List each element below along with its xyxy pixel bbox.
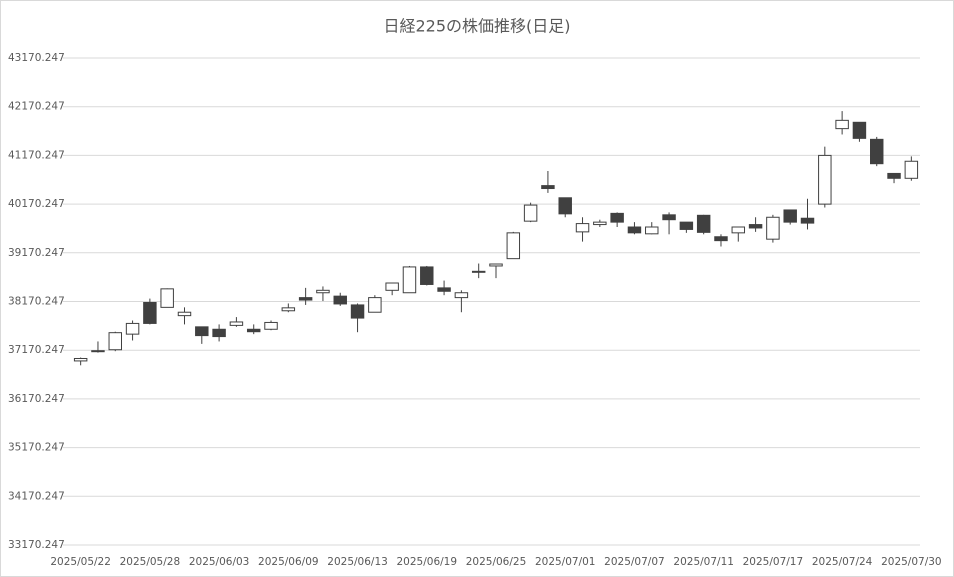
candle-body <box>264 321 278 330</box>
candle-body <box>679 221 694 230</box>
x-tick-label: 2025/07/07 <box>604 556 665 568</box>
x-tick-label: 2025/05/22 <box>50 556 111 568</box>
candle-body <box>800 217 815 224</box>
chart-title: 日経225の株価推移(日足) <box>383 17 570 36</box>
candle-body <box>870 138 884 165</box>
x-tick-label: 2025/07/24 <box>812 556 873 568</box>
candle-body <box>558 197 572 215</box>
candle-body <box>489 263 503 267</box>
y-tick-label: 37170.247 <box>8 344 65 356</box>
y-tick-label: 33170.247 <box>8 539 65 551</box>
candle-body <box>575 223 590 233</box>
candle-body <box>73 357 88 362</box>
x-tick-label: 2025/07/11 <box>673 556 734 568</box>
candle-body <box>610 212 624 223</box>
candle-body <box>212 328 226 338</box>
candle-body <box>731 226 746 234</box>
candle-body <box>541 185 555 190</box>
candle-body <box>783 209 797 223</box>
x-tick-label: 2025/07/01 <box>535 556 596 568</box>
y-tick-label: 42170.247 <box>8 101 65 113</box>
candle-body <box>593 221 607 226</box>
candle-body <box>143 301 157 324</box>
x-tick-label: 2025/07/30 <box>881 556 942 568</box>
candle-body <box>316 289 330 294</box>
candle-body <box>368 297 382 313</box>
candle-body <box>333 295 347 305</box>
candle-body <box>904 160 919 179</box>
candle-body <box>627 226 642 234</box>
candle-body <box>523 204 538 222</box>
candle-body <box>177 311 192 317</box>
candle-body <box>281 307 296 312</box>
x-tick-label: 2025/06/03 <box>189 556 250 568</box>
x-tick-label: 2025/05/28 <box>120 556 181 568</box>
candle-body <box>835 119 849 130</box>
y-tick-label: 40170.247 <box>8 198 65 210</box>
candle-body <box>748 224 763 229</box>
candle-body <box>645 226 659 235</box>
candle-body <box>125 322 140 335</box>
y-tick-label: 35170.247 <box>8 442 65 454</box>
x-tick-label: 2025/07/17 <box>743 556 804 568</box>
candle-body <box>818 154 832 205</box>
y-tick-label: 41170.247 <box>8 149 65 161</box>
candle-body <box>229 321 244 326</box>
y-tick-label: 38170.247 <box>8 296 65 308</box>
candle-body <box>662 214 676 221</box>
y-tick-label: 39170.247 <box>8 247 65 259</box>
candle-body <box>420 266 434 285</box>
candle-body <box>887 172 901 179</box>
candle-body <box>160 288 174 308</box>
candle-body <box>385 282 399 291</box>
candle-body <box>852 121 867 139</box>
candle-body <box>437 287 451 292</box>
x-tick-label: 2025/06/09 <box>258 556 319 568</box>
candle-body <box>91 350 105 353</box>
candle-body <box>246 328 261 333</box>
candle-body <box>298 297 313 301</box>
y-tick-label: 36170.247 <box>8 393 65 405</box>
candle-body <box>350 304 365 319</box>
candle-body <box>108 332 122 351</box>
y-tick-label: 43170.247 <box>8 52 65 64</box>
candle-body <box>714 236 728 242</box>
candle-body <box>696 214 711 233</box>
y-tick-label: 34170.247 <box>8 490 65 502</box>
candle-body <box>506 232 521 260</box>
x-tick-label: 2025/06/25 <box>466 556 527 568</box>
x-tick-label: 2025/06/19 <box>397 556 458 568</box>
candle-body <box>195 326 209 337</box>
candle-body <box>471 270 486 273</box>
candle-body <box>766 216 780 240</box>
candle-body <box>402 266 417 294</box>
x-tick-label: 2025/06/13 <box>327 556 388 568</box>
candle-body <box>454 292 469 299</box>
